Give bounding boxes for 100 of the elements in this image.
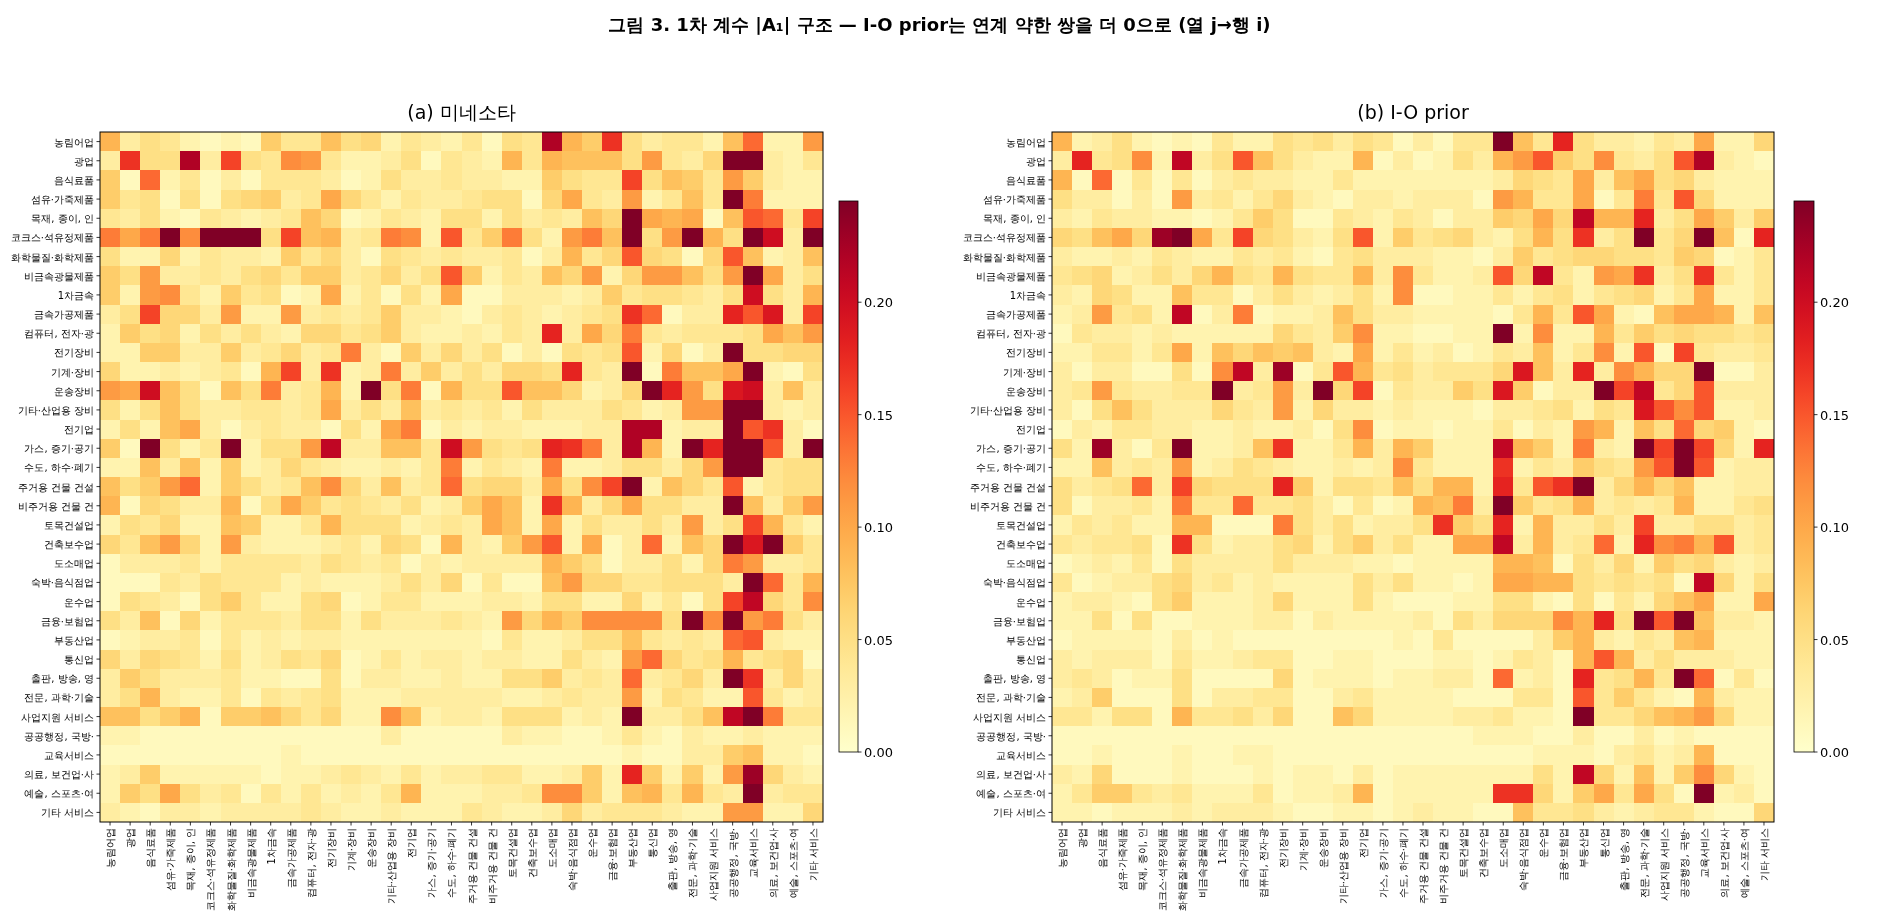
y-tick-label: 광업 — [74, 155, 94, 167]
y-tick-label: 비금속광물제품 — [24, 270, 94, 282]
x-tick-label: 전기장비 — [325, 828, 337, 868]
y-tick-label: 전문, 과학·기술 — [24, 691, 94, 703]
color-bar-label: 0.00 — [1820, 744, 1849, 760]
x-tick-label: 화학물질·화학제품 — [1176, 828, 1188, 912]
y-tick-label: 출판, 방송, 영 — [31, 672, 94, 684]
x-tick-label: 전기업 — [1357, 828, 1369, 858]
y-tick-label: 주거용 건물 건설 — [969, 481, 1046, 493]
x-tick-label: 금융·보험업 — [1557, 828, 1569, 882]
x-tick-label: 전기장비 — [1277, 828, 1289, 868]
y-tick-label: 기타 서비스 — [40, 806, 94, 818]
x-tick-label: 사업지원 서비스 — [1658, 828, 1670, 902]
y-tick-label: 전문, 과학·기술 — [976, 691, 1046, 703]
x-tick-label: 광업 — [124, 828, 136, 848]
x-tick-label: 기타·산업용 장비 — [1337, 828, 1349, 905]
x-tick-label: 화학물질·화학제품 — [225, 828, 237, 912]
y-tick-label: 섬유·가죽제품 — [30, 193, 94, 205]
color-bar-label: 0.10 — [864, 519, 893, 535]
y-tick-label: 음식료품 — [54, 174, 94, 186]
x-tick-label: 운송장비 — [1317, 828, 1329, 868]
y-tick-label: 비주거용 건물 건 — [969, 500, 1046, 512]
color-bar-label: 0.15 — [864, 407, 893, 423]
x-tick-label: 기계·장비 — [1297, 828, 1309, 872]
y-tick-label: 코크스·석유정제품 — [10, 231, 94, 243]
x-tick-label: 운송장비 — [365, 828, 377, 868]
x-tick-label: 전기업 — [405, 828, 417, 858]
y-tick-label: 운수업 — [1016, 596, 1046, 608]
y-tick-label: 교육서비스 — [996, 749, 1046, 761]
x-tick-label: 가스, 증기·공기 — [1377, 828, 1389, 898]
y-tick-label: 섬유·가죽제품 — [982, 193, 1046, 205]
x-tick-label: 코크스·석유정제품 — [204, 828, 216, 912]
y-tick-label: 운수업 — [64, 596, 94, 608]
color-bar-label: 0.00 — [864, 744, 893, 760]
y-tick-label: 컴퓨터, 전자·광 — [24, 327, 94, 339]
y-tick-label: 전기업 — [1016, 423, 1046, 435]
y-tick-label: 부동산업 — [54, 634, 94, 646]
y-tick-label: 가스, 증기·공기 — [24, 442, 94, 454]
x-tick-label: 출판, 방송, 영 — [1618, 828, 1630, 891]
x-tick-label: 비주거용 건물 건 — [1437, 828, 1449, 905]
y-tick-label: 공공행정, 국방· — [24, 730, 94, 742]
x-tick-label: 음식료품 — [1096, 828, 1108, 868]
y-tick-label: 통신업 — [1016, 653, 1046, 665]
y-tick-label: 도소매업 — [1006, 557, 1046, 569]
y-tick-label: 기타·산업용 장비 — [17, 404, 94, 416]
y-tick-label: 금융·보험업 — [992, 615, 1046, 627]
x-tick-label: 운수업 — [1537, 828, 1549, 858]
y-tick-label: 건축보수업 — [44, 538, 94, 550]
y-tick-label: 기계·장비 — [50, 366, 94, 378]
x-tick-label: 목재, 종이, 인 — [1136, 828, 1148, 891]
x-tick-label: 부동산업 — [1577, 828, 1589, 868]
color-bar-label: 0.20 — [864, 294, 893, 310]
y-tick-label: 농림어업 — [54, 136, 94, 148]
y-tick-label: 운송장비 — [54, 385, 94, 397]
color-bar-label: 0.05 — [864, 632, 893, 648]
x-tick-label: 1차금속 — [265, 828, 277, 865]
y-tick-label: 컴퓨터, 전자·광 — [976, 327, 1046, 339]
x-tick-label: 운수업 — [586, 828, 598, 858]
x-tick-label: 숙박·음식점업 — [1517, 828, 1529, 892]
x-tick-label: 컴퓨터, 전자·광 — [1257, 828, 1269, 898]
x-tick-label: 의료, 보건업·사 — [1718, 828, 1730, 898]
x-tick-label: 토목건설업 — [506, 828, 518, 878]
y-tick-label: 1차금속 — [1009, 289, 1046, 301]
x-tick-label: 비주거용 건물 건 — [486, 828, 498, 905]
x-tick-label: 공공행정, 국방· — [727, 828, 739, 898]
y-tick-label: 음식료품 — [1006, 174, 1046, 186]
x-tick-label: 1차금속 — [1216, 828, 1228, 865]
x-tick-label: 금속가공제품 — [285, 828, 297, 888]
y-tick-label: 사업지원 서비스 — [20, 711, 94, 723]
color-bar-label: 0.05 — [1820, 632, 1849, 648]
y-tick-label: 목재, 종이, 인 — [31, 212, 94, 224]
y-tick-label: 주거용 건물 건설 — [17, 481, 94, 493]
caption: 그림 3. 1차 계수 |A₁| 구조 — I-O prior는 연계 약한 쌍을 더 0으로 (열 j→행 i) — [608, 13, 1271, 35]
y-tick-label: 교육서비스 — [44, 749, 94, 761]
x-tick-label: 전문, 과학·기술 — [686, 828, 698, 898]
x-tick-label: 도소매업 — [1497, 828, 1509, 868]
y-tick-label: 금융·보험업 — [40, 615, 94, 627]
y-tick-label: 코크스·석유정제품 — [962, 231, 1046, 243]
x-tick-label: 출판, 방송, 영 — [666, 828, 678, 891]
y-tick-label: 의료, 보건업·사 — [24, 768, 94, 780]
y-tick-label: 1차금속 — [57, 289, 94, 301]
x-tick-label: 사업지원 서비스 — [707, 828, 719, 902]
x-tick-label: 목재, 종이, 인 — [184, 828, 196, 891]
y-tick-label: 가스, 증기·공기 — [976, 442, 1046, 454]
x-tick-label: 예술, 스포츠·여 — [1738, 828, 1750, 898]
x-tick-label: 비금속광물제품 — [1196, 828, 1208, 898]
y-tick-label: 광업 — [1026, 155, 1046, 167]
x-tick-label: 기계·장비 — [345, 828, 357, 872]
x-tick-label: 공공행정, 국방· — [1678, 828, 1690, 898]
y-tick-label: 예술, 스포츠·여 — [24, 787, 94, 799]
x-tick-label: 섬유·가죽제품 — [1116, 828, 1128, 892]
y-tick-label: 예술, 스포츠·여 — [976, 787, 1046, 799]
color-bar-label: 0.10 — [1820, 519, 1849, 535]
y-tick-label: 사업지원 서비스 — [972, 711, 1046, 723]
y-tick-label: 비주거용 건물 건 — [17, 500, 94, 512]
x-tick-label: 예술, 스포츠·여 — [787, 828, 799, 898]
y-tick-label: 의료, 보건업·사 — [976, 768, 1046, 780]
x-tick-label: 컴퓨터, 전자·광 — [305, 828, 317, 898]
x-tick-label: 교육서비스 — [747, 828, 759, 878]
y-tick-label: 목재, 종이, 인 — [983, 212, 1046, 224]
